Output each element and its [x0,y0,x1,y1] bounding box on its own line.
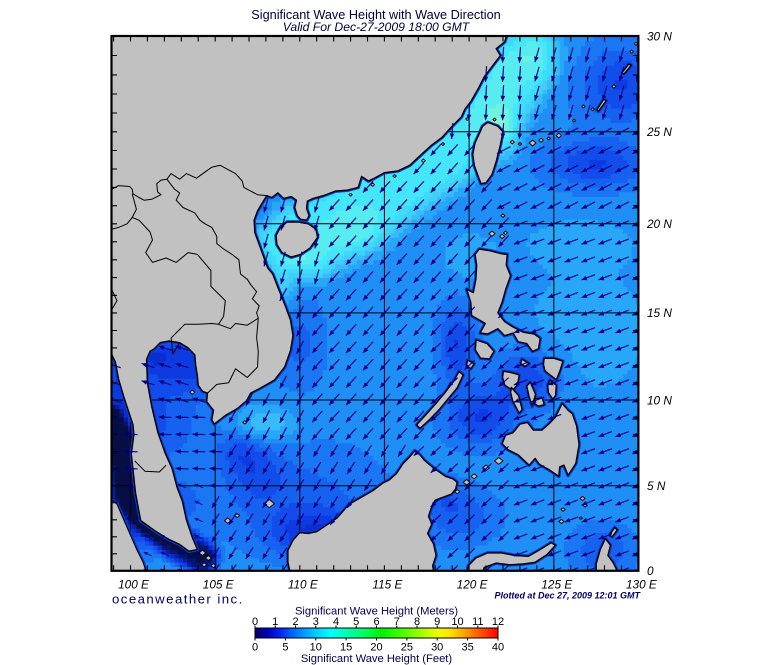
svg-text:10 N: 10 N [647,393,672,407]
svg-text:120 E: 120 E [457,578,488,592]
svg-text:30: 30 [431,642,443,654]
svg-text:7: 7 [394,616,400,628]
svg-text:100 E: 100 E [118,578,149,592]
svg-text:25: 25 [401,642,413,654]
svg-text:130 E: 130 E [626,578,657,592]
svg-text:15: 15 [340,642,352,654]
svg-text:9: 9 [434,616,440,628]
svg-text:5 N: 5 N [647,479,666,493]
svg-text:35: 35 [461,642,473,654]
svg-text:5: 5 [353,616,359,628]
svg-text:6: 6 [373,616,379,628]
svg-text:2: 2 [292,616,298,628]
svg-text:Plotted at Dec 27, 2009 12:01: Plotted at Dec 27, 2009 12:01 GMT [494,591,641,601]
svg-text:30 N: 30 N [647,29,672,43]
svg-text:10: 10 [451,616,463,628]
svg-text:15 N: 15 N [647,306,672,320]
svg-text:11: 11 [472,616,483,628]
svg-text:8: 8 [414,616,420,628]
svg-text:0: 0 [252,642,258,654]
svg-text:Significant Wave Height (Meter: Significant Wave Height (Meters) [295,606,458,618]
svg-text:12: 12 [492,616,504,628]
svg-text:Valid For Dec-27-2009 18:00 GM: Valid For Dec-27-2009 18:00 GMT [283,20,471,34]
svg-text:Significant Wave Height with W: Significant Wave Height with Wave Direct… [251,8,500,22]
svg-text:115 E: 115 E [372,578,402,592]
svg-text:3: 3 [313,616,319,628]
svg-text:1: 1 [272,616,278,628]
svg-text:20: 20 [370,642,382,654]
svg-text:125 E: 125 E [541,578,572,592]
svg-text:0: 0 [647,564,654,578]
svg-text:Significant Wave Height (Feet): Significant Wave Height (Feet) [301,653,453,665]
svg-text:110 E: 110 E [288,578,318,592]
svg-text:20 N: 20 N [646,217,672,231]
svg-text:0: 0 [252,616,258,628]
svg-text:10: 10 [310,642,322,654]
svg-text:oceanweather inc.: oceanweather inc. [112,592,244,607]
svg-text:4: 4 [333,616,339,628]
svg-text:105 E: 105 E [203,578,234,592]
svg-text:5: 5 [282,642,288,654]
svg-text:25 N: 25 N [646,125,672,139]
svg-text:40: 40 [492,642,504,654]
